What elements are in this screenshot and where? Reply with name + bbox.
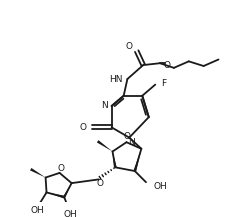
Polygon shape: [63, 183, 72, 198]
Text: O: O: [80, 123, 87, 132]
Text: OH: OH: [64, 210, 78, 217]
Text: O: O: [58, 164, 65, 173]
Text: OH: OH: [153, 182, 167, 191]
Text: O: O: [96, 179, 103, 188]
Polygon shape: [97, 140, 113, 151]
Text: O: O: [124, 132, 131, 141]
Text: N: N: [128, 138, 135, 147]
Text: F: F: [161, 79, 166, 88]
Text: O: O: [164, 61, 171, 70]
Text: N: N: [101, 102, 108, 110]
Text: O: O: [126, 42, 133, 51]
Text: HN: HN: [109, 76, 123, 84]
Polygon shape: [30, 168, 46, 178]
Polygon shape: [113, 151, 117, 168]
Polygon shape: [47, 192, 65, 198]
Polygon shape: [134, 149, 141, 171]
Text: OH: OH: [30, 205, 44, 215]
